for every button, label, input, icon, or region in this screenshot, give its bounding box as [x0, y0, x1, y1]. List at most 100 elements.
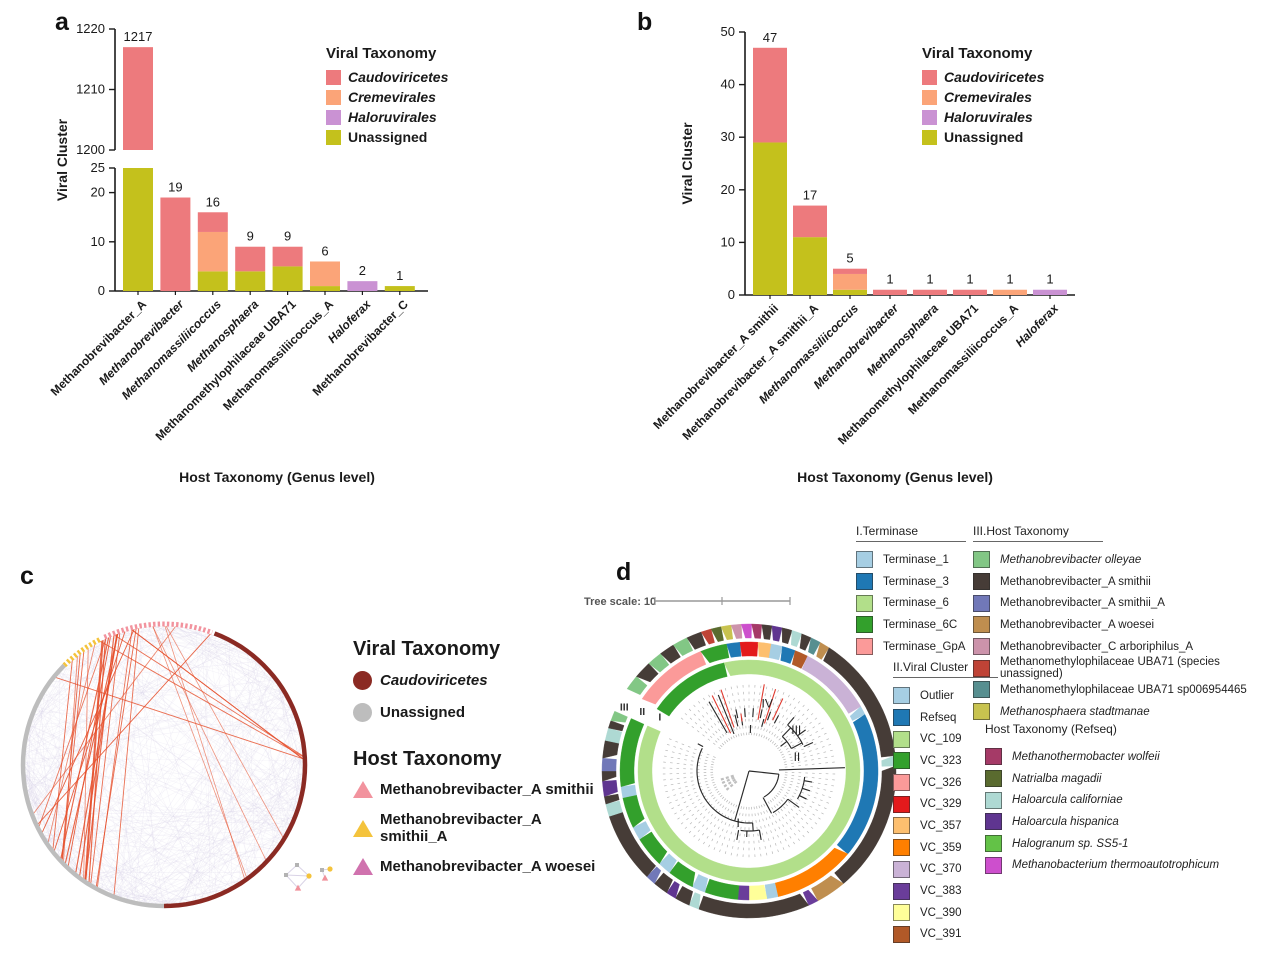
- color-swatch-icon: [893, 839, 910, 857]
- svg-text:Haloferax: Haloferax: [1013, 300, 1063, 350]
- svg-text:10: 10: [721, 234, 735, 249]
- svg-text:III: III: [620, 701, 629, 713]
- svg-text:Viral Cluster: Viral Cluster: [54, 118, 70, 201]
- svg-text:Viral Cluster: Viral Cluster: [679, 122, 695, 205]
- legend-item-label: Methanobrevibacter_A smithii: [380, 781, 594, 798]
- color-swatch-icon: [893, 752, 910, 770]
- legend-item-label: Haloarcula hispanica: [1012, 815, 1119, 828]
- legend-item: Terminase_3: [856, 571, 986, 593]
- legend-item-label: Methanobrevibacter_A woesei: [1000, 618, 1155, 631]
- legend-item-label: VC_109: [920, 733, 962, 746]
- svg-text:Tree scale: 10: Tree scale: 10: [584, 596, 656, 608]
- legend-item: Methanomethylophilaceae UBA71 (species u…: [973, 656, 1269, 680]
- legend-item-label: Methanobrevibacter_A woesei: [380, 858, 596, 875]
- color-swatch-icon: [973, 616, 990, 634]
- legend-item: VC_383: [893, 880, 1013, 902]
- svg-text:1: 1: [926, 272, 933, 287]
- legend-item: Methanobrevibacter_C arboriphilus_A: [973, 636, 1269, 658]
- legend-item-label: Methanobacterium thermoautotrophicum: [1012, 859, 1220, 872]
- legend-viral-cluster-header: II.Viral Cluster: [893, 660, 998, 678]
- legend-item-label: Unassigned: [380, 704, 466, 721]
- svg-text:20: 20: [721, 182, 735, 197]
- color-swatch-icon: [893, 774, 910, 792]
- triangle-marker-icon: [353, 819, 373, 837]
- svg-text:6: 6: [321, 243, 328, 258]
- legend-item-label: VC_390: [920, 906, 962, 919]
- color-swatch-icon: [985, 813, 1002, 831]
- legend-item: Terminase_6: [856, 592, 986, 614]
- legend-item-label: Caudoviricetes: [380, 672, 488, 689]
- svg-text:I: I: [736, 816, 739, 830]
- legend-item: Methanothermobacter wolfeii: [985, 746, 1269, 768]
- legend-item: VC_391: [893, 924, 1013, 946]
- color-swatch-icon: [856, 616, 873, 634]
- legend-item: Outlier: [893, 685, 1013, 707]
- legend-item: VC_323: [893, 750, 1013, 772]
- legend-item-label: Terminase_6C: [883, 618, 958, 631]
- color-swatch-icon: [893, 925, 910, 943]
- panel-d-label: d: [616, 558, 632, 586]
- svg-text:20: 20: [91, 185, 105, 200]
- svg-text:1217: 1217: [124, 29, 153, 44]
- legend-host-refseq-header: Host Taxonomy (Refseq): [985, 722, 1117, 736]
- legend-item: Haloarcula californiae: [985, 789, 1269, 811]
- color-swatch-icon: [856, 551, 873, 569]
- legend-item: Methanosphaera stadtmanae: [973, 701, 1269, 723]
- legend-host-taxonomy-header: III.Host Taxonomy: [973, 524, 1103, 542]
- legend-item-label: Natrialba magadii: [1012, 772, 1102, 785]
- svg-text:5: 5: [846, 251, 853, 266]
- legend-item: VC_359: [893, 837, 1013, 859]
- color-swatch-icon: [893, 709, 910, 727]
- svg-text:10: 10: [91, 234, 105, 249]
- svg-text:Cremevirales: Cremevirales: [944, 89, 1032, 105]
- svg-text:25: 25: [91, 160, 105, 175]
- legend-viral-cluster: II.Viral Cluster Outlier Refseq VC_109 VC_3…: [893, 660, 1013, 945]
- color-swatch-icon: [893, 860, 910, 878]
- legend-item-label: Terminase_6: [883, 597, 949, 610]
- svg-text:Caudoviricetes: Caudoviricetes: [944, 69, 1045, 85]
- legend-item: Halogranum sp. SS5-1: [985, 833, 1269, 855]
- svg-text:Viral Taxonomy: Viral Taxonomy: [326, 45, 437, 62]
- color-swatch-icon: [985, 748, 1002, 766]
- circle-marker-icon: [353, 703, 372, 722]
- svg-text:Haloruvirales: Haloruvirales: [944, 109, 1033, 125]
- legend-item-label: VC_357: [920, 819, 962, 832]
- color-swatch-icon: [985, 835, 1002, 853]
- legend-item: VC_326: [893, 772, 1013, 794]
- color-swatch-icon: [856, 573, 873, 591]
- color-swatch-icon: [985, 770, 1002, 788]
- legend-item-label: Methanosphaera stadtmanae: [1000, 705, 1150, 718]
- legend-item-label: Methanobrevibacter olleyae: [1000, 553, 1142, 566]
- color-swatch-icon: [973, 638, 990, 656]
- legend-host-refseq: Host Taxonomy (Refseq) Methanothermobact…: [985, 722, 1269, 876]
- color-swatch-icon: [893, 795, 910, 813]
- svg-text:Cremevirales: Cremevirales: [348, 89, 436, 105]
- legend-item-label: Refseq: [920, 711, 957, 724]
- legend-item: Methanobrevibacter_A woesei: [973, 614, 1269, 636]
- svg-text:III: III: [791, 723, 801, 737]
- color-swatch-icon: [893, 904, 910, 922]
- legend-item-label: Methanobrevibacter_A smithii_A: [380, 811, 542, 845]
- legend-item-label: VC_370: [920, 863, 962, 876]
- svg-text:Host Taxonomy (Genus level): Host Taxonomy (Genus level): [797, 469, 993, 485]
- legend-item: VC_329: [893, 793, 1013, 815]
- color-swatch-icon: [973, 703, 990, 721]
- legend-item: Methanomethylophilaceae UBA71 sp00695446…: [973, 679, 1269, 701]
- circle-marker-icon: [353, 671, 372, 690]
- legend-item-label: Methanomethylophilaceae UBA71 sp00695446…: [1000, 683, 1247, 696]
- svg-text:1: 1: [1006, 272, 1013, 287]
- legend-item: Methanobrevibacter_A woesei: [353, 858, 603, 875]
- viral-taxonomy-title: Viral Taxonomy: [353, 638, 501, 660]
- network-diagram-panel-c: [20, 621, 333, 909]
- color-swatch-icon: [856, 594, 873, 612]
- color-swatch-icon: [856, 638, 873, 656]
- svg-text:9: 9: [247, 229, 254, 244]
- color-swatch-icon: [985, 856, 1002, 874]
- triangle-marker-icon: [353, 858, 373, 875]
- svg-text:0: 0: [98, 283, 105, 298]
- legend-item-label: Halogranum sp. SS5-1: [1012, 837, 1129, 850]
- legend-item-label: Terminase_3: [883, 575, 949, 588]
- legend-item-label: Methanobrevibacter_A smithii_A: [1000, 597, 1165, 610]
